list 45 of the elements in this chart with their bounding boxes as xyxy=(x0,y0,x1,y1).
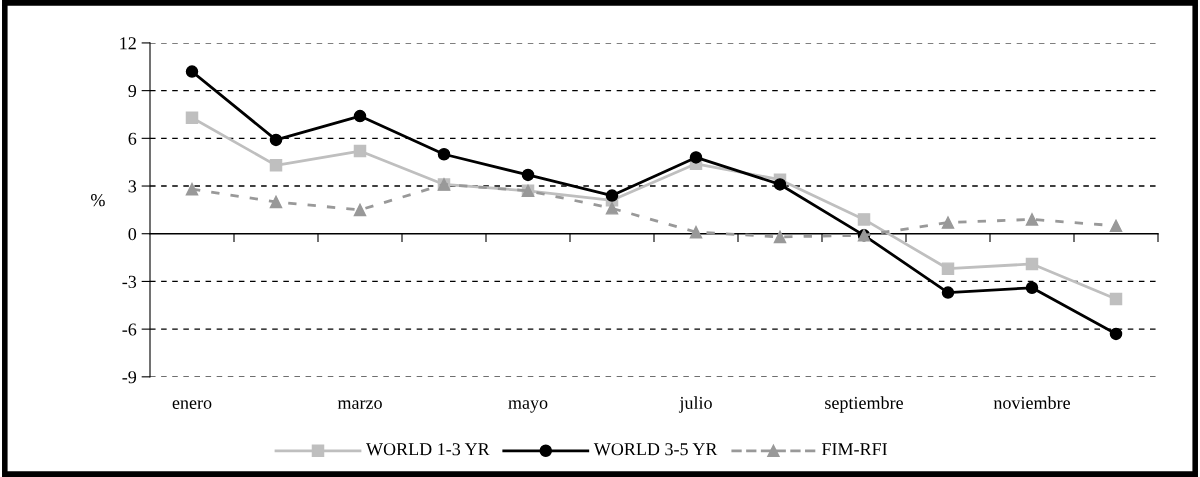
point xyxy=(941,286,955,299)
x-tick-label: julio xyxy=(678,396,712,413)
legend-label: WORLD 3-5 YR xyxy=(593,443,718,456)
point xyxy=(773,230,787,244)
point xyxy=(185,182,199,196)
y-axis-title: % xyxy=(91,194,105,207)
x-tick-label: enero xyxy=(172,400,212,409)
legend-label: FIM-RFI xyxy=(821,443,888,456)
point xyxy=(437,147,451,161)
legend-label: WORLD 1-3 YR xyxy=(366,443,490,456)
point xyxy=(1109,219,1123,233)
point xyxy=(773,178,787,191)
point xyxy=(353,144,367,158)
point xyxy=(353,109,367,123)
y-tick-label: 9 xyxy=(128,84,137,98)
point xyxy=(269,195,283,209)
point xyxy=(269,133,283,147)
x-tick-label: noviembre xyxy=(993,396,1070,409)
point xyxy=(689,225,703,239)
point xyxy=(1025,213,1039,226)
point xyxy=(941,216,955,229)
y-tick-label: -3 xyxy=(122,275,137,288)
point xyxy=(269,159,283,172)
point xyxy=(857,213,871,226)
y-tick-label: 0 xyxy=(128,227,137,241)
point xyxy=(185,111,199,124)
y-tick-label: 6 xyxy=(128,132,137,145)
y-tick-label: -6 xyxy=(122,323,137,336)
point xyxy=(689,151,703,164)
point xyxy=(605,189,619,202)
y-tick-label: 3 xyxy=(128,180,137,193)
point xyxy=(521,168,535,182)
x-tick-label: marzo xyxy=(337,400,382,409)
point xyxy=(1025,257,1039,271)
x-tick-label: mayo xyxy=(508,400,548,413)
x-tick-label: septiembre xyxy=(825,396,903,413)
point xyxy=(353,203,367,217)
point xyxy=(1109,327,1123,341)
y-tick-label: 12 xyxy=(120,37,136,50)
point xyxy=(1025,281,1039,295)
y-tick-label: -9 xyxy=(122,371,137,384)
point xyxy=(941,262,955,275)
point xyxy=(605,202,619,215)
point xyxy=(185,65,199,78)
point xyxy=(1109,292,1123,306)
